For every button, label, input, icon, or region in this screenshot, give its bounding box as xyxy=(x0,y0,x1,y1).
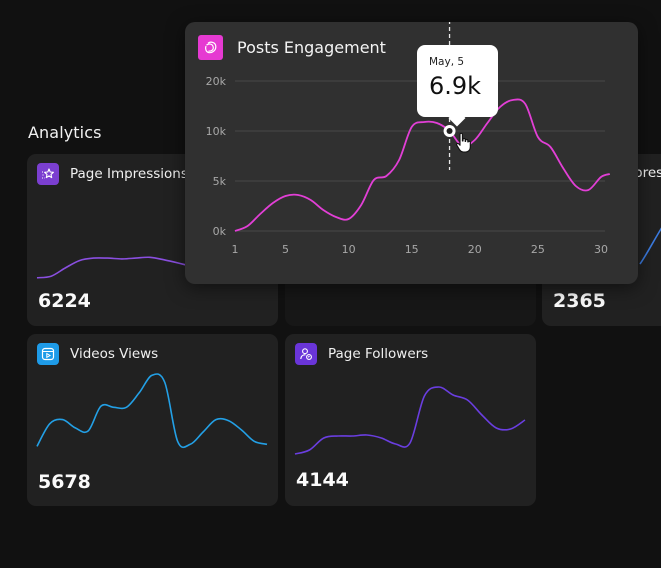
series-line xyxy=(234,98,611,232)
card-value: 4144 xyxy=(296,469,349,491)
y-tick-label: 10k xyxy=(206,125,227,138)
tooltip-date: May, 5 xyxy=(429,56,465,68)
video-reel-icon xyxy=(37,343,59,365)
card-value: 2365 xyxy=(553,290,606,312)
x-tick-label: 15 xyxy=(405,243,419,256)
y-tick-label: 20k xyxy=(206,75,227,88)
card-value: 6224 xyxy=(38,290,91,312)
page-followers-sparkline xyxy=(294,386,526,455)
highlight-point-center xyxy=(446,128,453,134)
x-tick-label: 25 xyxy=(531,243,545,256)
y-tick-label: 5k xyxy=(213,175,227,188)
posts-engagement-popup[interactable]: Posts Engagement 0k 5k 10k 20k 1 5 10 15 20 25 30 xyxy=(185,22,638,284)
section-title: Analytics xyxy=(28,123,102,142)
x-tick-label: 5 xyxy=(282,243,289,256)
card-title: Page Followers xyxy=(328,346,429,362)
card-value: 5678 xyxy=(38,471,91,493)
videos-views-card[interactable]: Videos Views 5678 xyxy=(27,334,278,506)
videos-views-sparkline xyxy=(36,373,268,449)
x-tick-label: 30 xyxy=(594,243,608,256)
tooltip-value: 6.9k xyxy=(429,72,482,100)
page-followers-card[interactable]: Page Followers 4144 xyxy=(285,334,536,506)
card-title: Page Impressions xyxy=(70,166,188,182)
card-title: Videos Views xyxy=(70,346,159,362)
hand-pointer-icon xyxy=(456,132,471,153)
y-tick-label: 0k xyxy=(213,225,227,238)
popup-title: Posts Engagement xyxy=(237,38,386,57)
chart-tooltip: May, 5 6.9k xyxy=(417,45,498,117)
x-tick-label: 10 xyxy=(342,243,356,256)
x-tick-label: 20 xyxy=(468,243,482,256)
impressions-sparkline xyxy=(639,227,661,265)
layers-icon xyxy=(198,35,223,60)
star-sparkle-icon xyxy=(37,163,59,185)
card-title: pres xyxy=(634,165,661,181)
x-tick-label: 1 xyxy=(232,243,239,256)
user-follow-icon xyxy=(295,343,317,365)
